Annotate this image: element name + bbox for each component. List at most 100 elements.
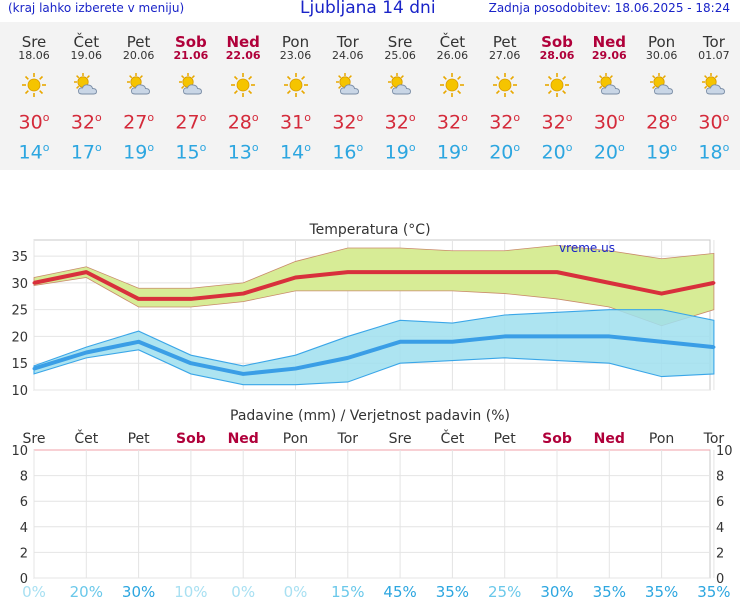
precip-probability-label: 35% <box>645 583 678 600</box>
sun-cloud-icon <box>335 72 361 98</box>
min-temp-point <box>555 334 559 338</box>
precip-probability-label: 30% <box>540 583 573 600</box>
y-tick-label: 30 <box>11 277 28 292</box>
y-tick-label-left: 10 <box>11 444 28 459</box>
min-temp: 15o <box>175 141 207 164</box>
day-date: 19.06 <box>70 49 103 62</box>
day-name: Pet <box>492 33 517 51</box>
day-name: Čet <box>73 33 100 51</box>
max-temp: 32o <box>332 111 364 134</box>
header: (kraj lahko izberete v meniju) Ljubljana… <box>0 0 740 22</box>
max-temp: 32o <box>541 111 573 134</box>
precip-probability-label: 0% <box>284 583 308 600</box>
precip-probability-label: 10% <box>174 583 207 600</box>
min-temp: 17o <box>70 141 102 164</box>
y-tick-label-left: 8 <box>20 470 28 485</box>
precip-probability-label: 35% <box>436 583 469 600</box>
precip-day-label: Sre <box>389 431 412 447</box>
precip-probability-label: 20% <box>70 583 103 600</box>
sun-icon <box>230 72 256 98</box>
min-temp-point <box>189 361 193 365</box>
day-name: Sre <box>21 33 47 51</box>
min-temp: 16o <box>332 141 364 164</box>
y-tick-label-right: 8 <box>716 470 724 485</box>
day-date: 26.06 <box>436 49 469 62</box>
day-date: 18.06 <box>18 49 50 62</box>
last-updated: Zadnja posodobitev: 18.06.2025 - 18:24 <box>488 1 730 15</box>
day-date: 28.06 <box>539 49 575 62</box>
min-temp-point <box>346 356 350 360</box>
precip-day-label: Pet <box>494 431 517 447</box>
precip-day-label: Pon <box>649 431 674 447</box>
day-name: Pon <box>647 33 676 51</box>
max-temp-point <box>32 281 36 285</box>
min-temp-point <box>607 334 611 338</box>
min-temp: 19o <box>436 141 468 164</box>
precip-day-label: Sob <box>542 431 572 447</box>
min-temp-point <box>294 367 297 371</box>
location-hint[interactable]: (kraj lahko izberete v meniju) <box>8 1 185 15</box>
max-temp-point <box>84 270 88 274</box>
min-temp: 19o <box>123 141 155 164</box>
max-temp: 32o <box>489 111 521 134</box>
min-temp: 19o <box>384 141 416 164</box>
min-temp: 19o <box>646 141 678 164</box>
temp-chart-title: Temperatura (°C) <box>308 222 430 238</box>
y-tick-label-left: 4 <box>20 521 28 536</box>
precip-day-label: Pet <box>128 431 151 447</box>
min-temp-point <box>137 340 141 344</box>
y-tick-label-right: 2 <box>716 546 724 561</box>
precip-day-label: Pon <box>283 431 308 447</box>
min-temp: 14o <box>280 141 311 164</box>
max-temp-point <box>503 270 507 274</box>
y-tick-label-right: 0 <box>716 572 724 587</box>
sun-cloud-icon <box>126 72 152 98</box>
day-date: 22.06 <box>225 49 261 62</box>
day-date: 29.06 <box>591 49 627 62</box>
forecast-strip: Sre 18.06 30o 14o Čet 19.06 32o 17o Pet 20.06 27o 1… <box>0 22 740 170</box>
y-tick-label-left: 2 <box>20 546 28 561</box>
max-temp-point <box>555 270 559 274</box>
precip-day-label: Ned <box>594 431 625 447</box>
y-tick-label-right: 6 <box>716 495 724 510</box>
precip-probability-label: 15% <box>331 583 364 600</box>
precip-day-label: Ned <box>228 431 259 447</box>
max-temp: 28o <box>227 111 259 134</box>
min-temp: 14o <box>18 141 50 164</box>
sun-icon <box>439 72 465 98</box>
day-date: 01.07 <box>698 49 730 62</box>
min-temp-point <box>84 351 88 354</box>
precip-plot-area <box>33 449 711 579</box>
sun-cloud-icon <box>73 72 99 98</box>
precip-day-label: Čet <box>74 429 98 447</box>
day-date: 23.06 <box>279 49 312 62</box>
y-tick-label-right: 4 <box>716 521 724 536</box>
max-temp: 32o <box>384 111 416 134</box>
precip-probability-label: 45% <box>383 583 416 600</box>
precip-day-label: Čet <box>440 429 464 447</box>
day-date: 20.06 <box>122 49 155 62</box>
day-name: Pet <box>126 33 151 51</box>
max-temp: 32o <box>436 111 468 134</box>
precip-day-label: Tor <box>703 431 725 447</box>
min-temp-point <box>450 340 454 344</box>
min-temp-point <box>32 367 36 371</box>
max-temp-range-band <box>33 244 715 327</box>
day-name: Tor <box>336 33 359 51</box>
sun-icon <box>544 72 570 98</box>
precip-probability-label: 25% <box>488 583 521 600</box>
precip-day-label: Sob <box>176 431 206 447</box>
day-name: Sre <box>387 33 413 51</box>
day-date: 21.06 <box>173 49 209 62</box>
y-tick-label-left: 0 <box>20 572 28 587</box>
min-temp-point <box>712 345 716 349</box>
min-temp: 13o <box>227 141 259 164</box>
max-temp-point <box>294 276 297 279</box>
max-temp: 31o <box>280 111 311 134</box>
day-date: 27.06 <box>488 49 521 62</box>
day-name: Tor <box>702 33 725 51</box>
sun-cloud-icon <box>387 72 413 98</box>
sun-icon <box>283 72 309 98</box>
min-temp-line <box>33 334 715 376</box>
day-name: Ned <box>592 33 627 51</box>
